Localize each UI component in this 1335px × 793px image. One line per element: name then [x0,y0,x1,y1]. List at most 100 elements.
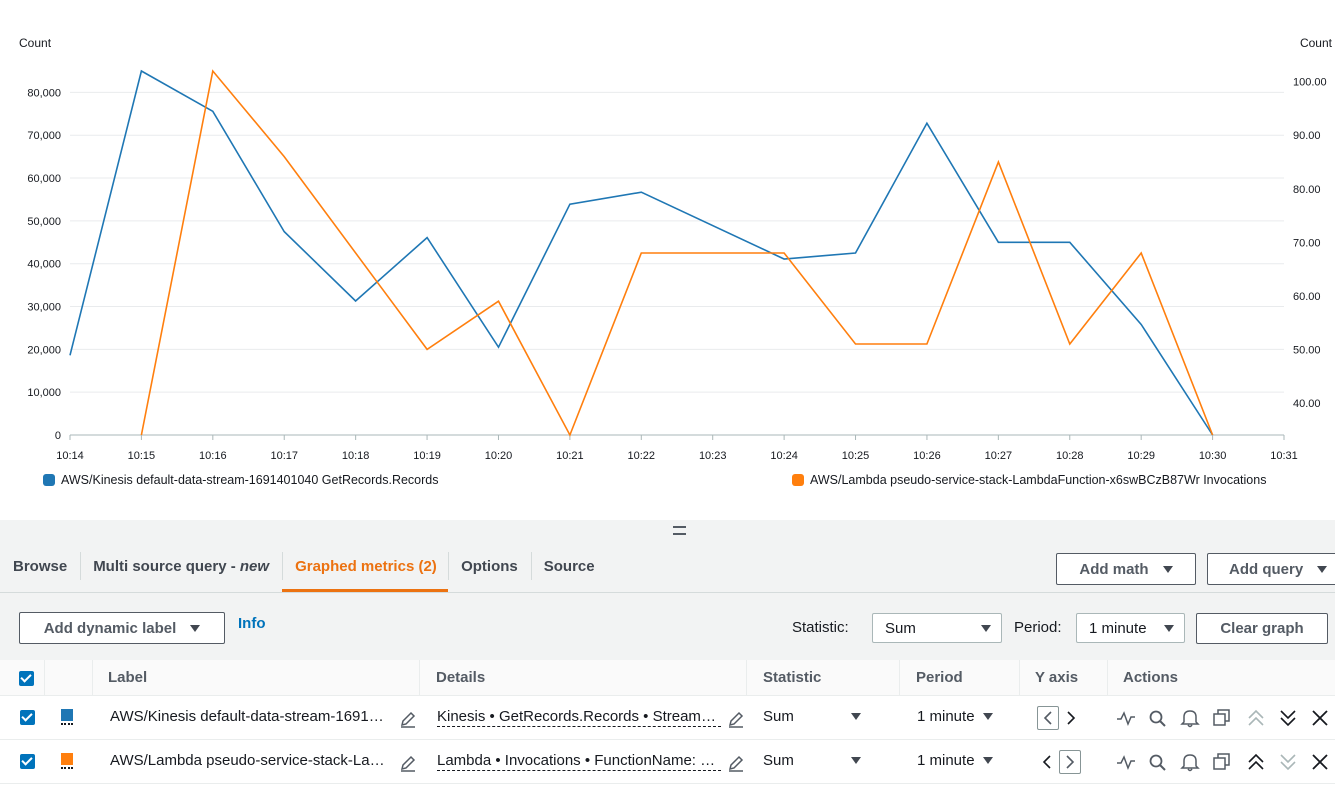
statistic-label: Statistic: [792,619,849,636]
column-header-period[interactable]: Period [916,669,963,686]
close-icon[interactable] [1311,709,1329,727]
add-dynamic-label-button[interactable]: Add dynamic label [19,612,225,644]
add-query-button[interactable]: Add query [1207,553,1335,585]
y-tick-label-left: 30,000 [27,302,61,314]
metric-details[interactable]: Kinesis • GetRecords.Records • StreamNam… [437,708,721,727]
y-tick-label-left: 20,000 [27,344,61,356]
edit-label-icon[interactable] [399,710,417,728]
table-header: Label Details Statistic Period Y axis Ac… [0,660,1335,696]
legend-swatch-blue [43,474,55,486]
bell-icon[interactable] [1180,752,1200,772]
metric-label[interactable]: AWS/Kinesis default-data-stream-16914010… [110,708,392,725]
period-caret-icon[interactable] [983,713,993,720]
statistic-caret-icon[interactable] [851,713,861,720]
table-row: AWS/Lambda pseudo-service-stack-LambdaFu… [0,740,1335,784]
tab-browse[interactable]: Browse [13,557,68,575]
y-tick-label-right: 90.00 [1293,130,1321,142]
y-axis-right-button[interactable] [1059,750,1081,774]
tab-source[interactable]: Source [530,540,608,592]
period-caret-icon[interactable] [983,757,993,764]
row-period[interactable]: 1 minute [917,708,975,725]
x-tick-label: 10:28 [1056,450,1084,462]
x-tick-label: 10:21 [556,450,584,462]
column-header-label[interactable]: Label [108,669,148,686]
move-up-icon[interactable] [1245,708,1267,728]
y-tick-label-right: 70.00 [1293,237,1321,249]
duplicate-icon[interactable] [1212,752,1232,772]
resize-handle[interactable] [673,526,686,535]
color-swatch[interactable] [61,709,73,725]
graphed-metrics-table: Label Details Statistic Period Y axis Ac… [0,660,1335,793]
column-header-y-axis[interactable]: Y axis [1035,669,1079,686]
line-chart: 0 10,000 20,000 30,000 40,000 50,000 60,000 70,… [19,36,1333,462]
move-up-icon[interactable] [1245,752,1267,772]
clear-graph-button[interactable]: Clear graph [1196,613,1328,644]
legend-item-lambda[interactable]: AWS/Lambda pseudo-service-stack-LambdaFu… [792,473,1266,487]
pulse-icon[interactable] [1116,709,1136,727]
x-tick-label: 10:22 [628,450,656,462]
info-link[interactable]: Info [238,615,266,632]
row-statistic[interactable]: Sum [763,708,794,725]
search-icon[interactable] [1148,709,1168,729]
chevron-right-icon[interactable] [1062,707,1080,729]
move-down-icon[interactable] [1277,752,1299,772]
row-statistic[interactable]: Sum [763,752,794,769]
edit-label-icon[interactable] [399,754,417,772]
statistic-caret-icon[interactable] [851,757,861,764]
edit-details-icon[interactable] [727,710,745,728]
legend-label: AWS/Kinesis default-data-stream-16914010… [61,473,439,487]
period-label: Period: [1014,619,1062,636]
column-header-details[interactable]: Details [436,669,486,686]
move-down-icon[interactable] [1277,708,1299,728]
y-tick-label-right: 60.00 [1293,291,1321,303]
x-tick-label: 10:20 [485,450,513,462]
metrics-graph: 0 10,000 20,000 30,000 40,000 50,000 60,000 70,… [19,36,1333,487]
row-checkbox[interactable] [20,754,35,769]
x-tick-label: 10:14 [56,450,84,462]
period-select[interactable]: 1 minute [1076,613,1185,643]
metric-label[interactable]: AWS/Lambda pseudo-service-stack-LambdaFu… [110,752,392,769]
select-all-checkbox[interactable] [19,671,34,686]
caret-down-icon [1164,625,1174,632]
add-math-button[interactable]: Add math [1056,553,1196,585]
y-tick-label-right: 80.00 [1293,184,1321,196]
caret-down-icon [981,625,991,632]
chevron-right-icon [1066,755,1075,769]
statistic-select[interactable]: Sum [872,613,1002,643]
x-tick-label: 10:25 [842,450,870,462]
column-header-statistic[interactable]: Statistic [763,669,822,686]
x-tick-label: 10:24 [770,450,798,462]
color-swatch[interactable] [61,753,73,769]
metric-details[interactable]: Lambda • Invocations • FunctionName: pse… [437,752,721,771]
x-tick-label: 10:19 [413,450,441,462]
row-period[interactable]: 1 minute [917,752,975,769]
close-icon[interactable] [1311,753,1329,771]
y-axis-label-right: Count [1300,36,1333,50]
x-tick-label: 10:29 [1127,450,1155,462]
caret-down-icon [1162,565,1173,573]
legend-swatch-orange [792,474,804,486]
y-axis-left-button[interactable] [1037,706,1059,730]
duplicate-icon[interactable] [1212,708,1232,728]
x-tick-label: 10:23 [699,450,727,462]
edit-details-icon[interactable] [727,754,745,772]
chevron-left-icon [1043,711,1052,725]
y-tick-label-right: 40.00 [1293,398,1321,410]
caret-down-icon [1317,565,1328,573]
metrics-panel: Browse Multi source query - new Graphed … [0,520,1335,793]
tab-graphed-metrics[interactable]: Graphed metrics (2) [282,540,449,592]
legend-item-kinesis[interactable]: AWS/Kinesis default-data-stream-16914010… [43,473,439,487]
row-checkbox[interactable] [20,710,35,725]
y-tick-label-left: 70,000 [27,130,61,142]
tab-options[interactable]: Options [448,540,531,592]
bell-icon[interactable] [1180,708,1200,728]
panel-tabs: Browse Multi source query - new Graphed … [0,540,608,592]
y-tick-label-left: 40,000 [27,259,61,271]
tab-multi-source-query[interactable]: Multi source query - new [80,540,282,592]
x-tick-label: 10:17 [270,450,298,462]
y-tick-label-left: 80,000 [27,87,61,99]
pulse-icon[interactable] [1116,753,1136,771]
x-tick-label: 10:18 [342,450,370,462]
search-icon[interactable] [1148,753,1168,773]
chevron-left-icon[interactable] [1038,751,1056,773]
